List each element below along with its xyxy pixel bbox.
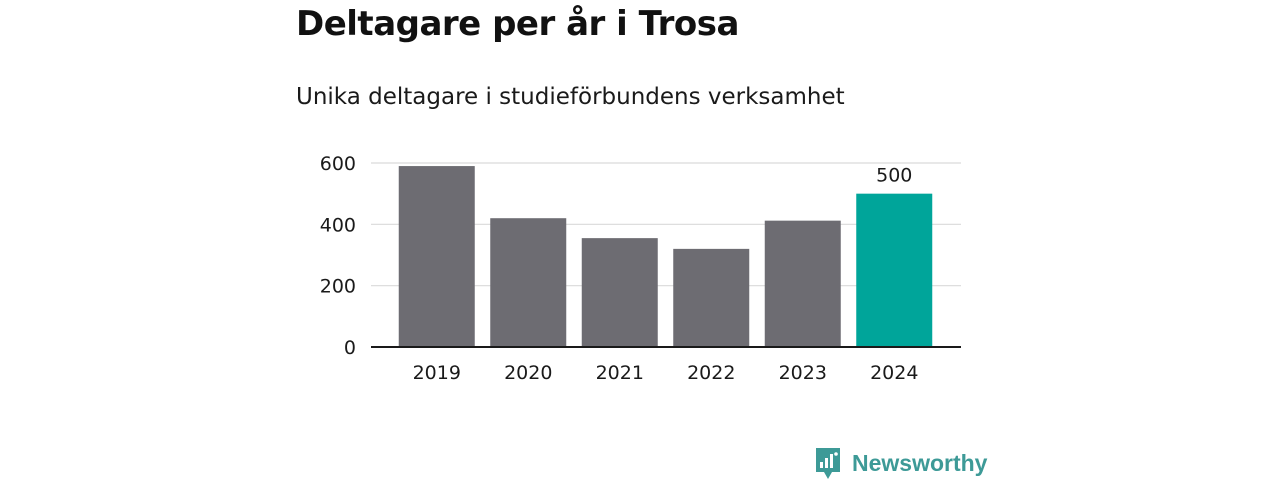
x-tick-label: 2019 (413, 362, 461, 384)
chart-subtitle: Unika deltagare i studieförbundens verks… (296, 84, 845, 110)
bar-2019 (398, 166, 475, 347)
x-tick-label: 2020 (504, 362, 552, 384)
bar-2021 (581, 238, 658, 347)
x-tick-label: 2024 (870, 362, 918, 384)
y-tick-label: 200 (320, 276, 356, 298)
newsworthy-logo-icon (816, 448, 840, 479)
x-tick-label: 2023 (779, 362, 827, 384)
x-tick-label: 2021 (596, 362, 644, 384)
bar-2024 (856, 193, 933, 347)
data-label: 500 (876, 165, 912, 187)
y-tick-label: 400 (320, 214, 356, 236)
brand-logo: Newsworthy (814, 446, 987, 480)
x-tick-label: 2022 (687, 362, 735, 384)
y-tick-label: 0 (344, 337, 356, 359)
brand-name: Newsworthy (852, 449, 988, 476)
chart-title: Deltagare per år i Trosa (296, 4, 739, 44)
bar-2020 (490, 218, 567, 347)
bar-2022 (673, 248, 750, 347)
y-tick-label: 600 (320, 153, 356, 175)
bar-2023 (764, 220, 841, 347)
